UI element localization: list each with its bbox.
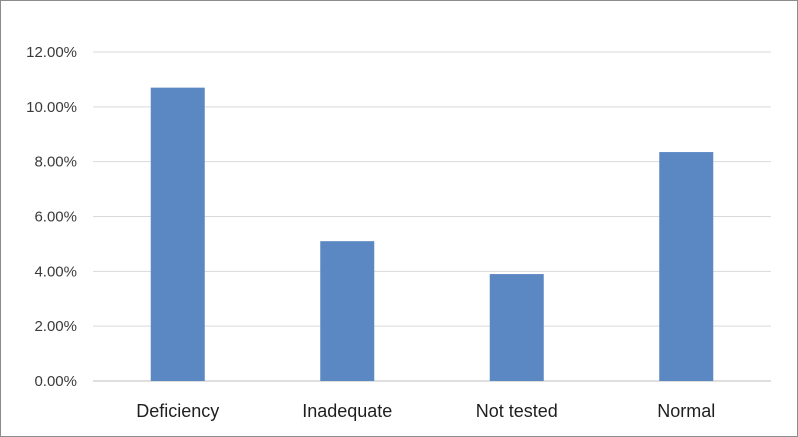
bars bbox=[150, 87, 714, 382]
bar-normal bbox=[659, 152, 714, 381]
y-tick-label: 12.00% bbox=[26, 44, 77, 61]
x-category-label: Normal bbox=[657, 401, 715, 421]
x-category-label: Deficiency bbox=[136, 401, 219, 421]
y-tick-label: 4.00% bbox=[34, 263, 77, 280]
bar-inadequate bbox=[320, 241, 375, 381]
y-tick-label: 10.00% bbox=[26, 99, 77, 116]
y-tick-label: 6.00% bbox=[34, 209, 77, 226]
x-axis-categories: Deficiency Inadequate Not tested Normal bbox=[136, 401, 715, 421]
y-axis-ticks: 0.00% 2.00% 4.00% 6.00% 8.00% 10.00% 12.00% bbox=[26, 44, 77, 390]
bar-not-tested bbox=[489, 274, 544, 381]
x-category-label: Not tested bbox=[476, 401, 558, 421]
y-tick-label: 8.00% bbox=[34, 154, 77, 171]
y-tick-label: 0.00% bbox=[34, 373, 77, 390]
x-category-label: Inadequate bbox=[302, 401, 392, 421]
y-tick-label: 2.00% bbox=[34, 318, 77, 335]
bar-deficiency bbox=[150, 87, 205, 382]
gridlines bbox=[93, 51, 771, 382]
